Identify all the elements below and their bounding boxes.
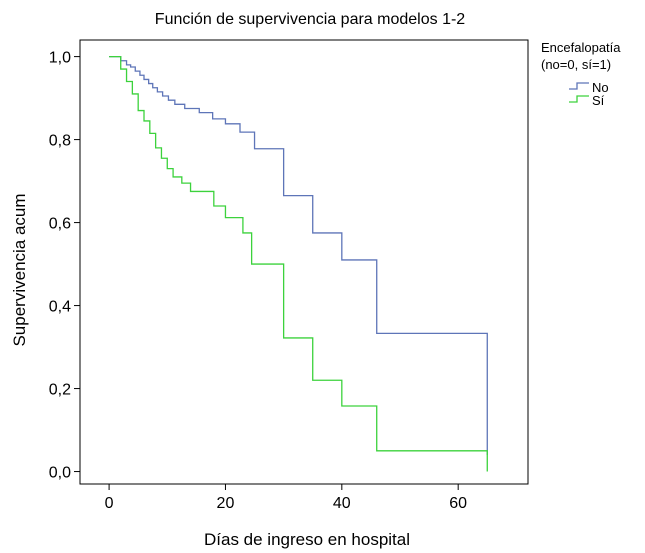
y-tick-label: 0,0 — [49, 465, 71, 482]
x-tick-label: 0 — [105, 495, 114, 512]
y-axis: 0,0 0,2 0,4 0,6 0,8 1,0 — [49, 50, 80, 482]
x-axis-label: Días de ingreso en hospital — [204, 530, 410, 549]
x-tick-label: 40 — [333, 495, 351, 512]
y-tick-label: 0,6 — [49, 216, 71, 233]
series-line-si — [109, 55, 488, 472]
y-tick-label: 0,8 — [49, 133, 71, 150]
x-tick-label: 20 — [217, 495, 235, 512]
legend-swatch — [569, 95, 589, 103]
y-axis-label: Supervivencia acum — [10, 193, 29, 346]
plot-frame — [79, 39, 529, 485]
legend-swatch — [569, 82, 589, 90]
y-tick-label: 0,2 — [49, 382, 71, 399]
y-tick-label: 1,0 — [49, 50, 71, 67]
series-line-no — [109, 55, 488, 455]
x-axis: 0 20 40 60 — [105, 484, 467, 512]
legend-title-line1: Encefalopatía — [541, 40, 621, 55]
legend-item-label: No — [592, 80, 609, 95]
chart-title: Función de supervivencia para modelos 1-… — [155, 11, 466, 28]
legend-title-line2: (no=0, sí=1) — [541, 57, 611, 72]
series-layer — [109, 55, 488, 472]
y-tick-label: 0,4 — [49, 299, 71, 316]
legend-item-label: Sí — [592, 93, 605, 108]
x-tick-label: 60 — [449, 495, 467, 512]
